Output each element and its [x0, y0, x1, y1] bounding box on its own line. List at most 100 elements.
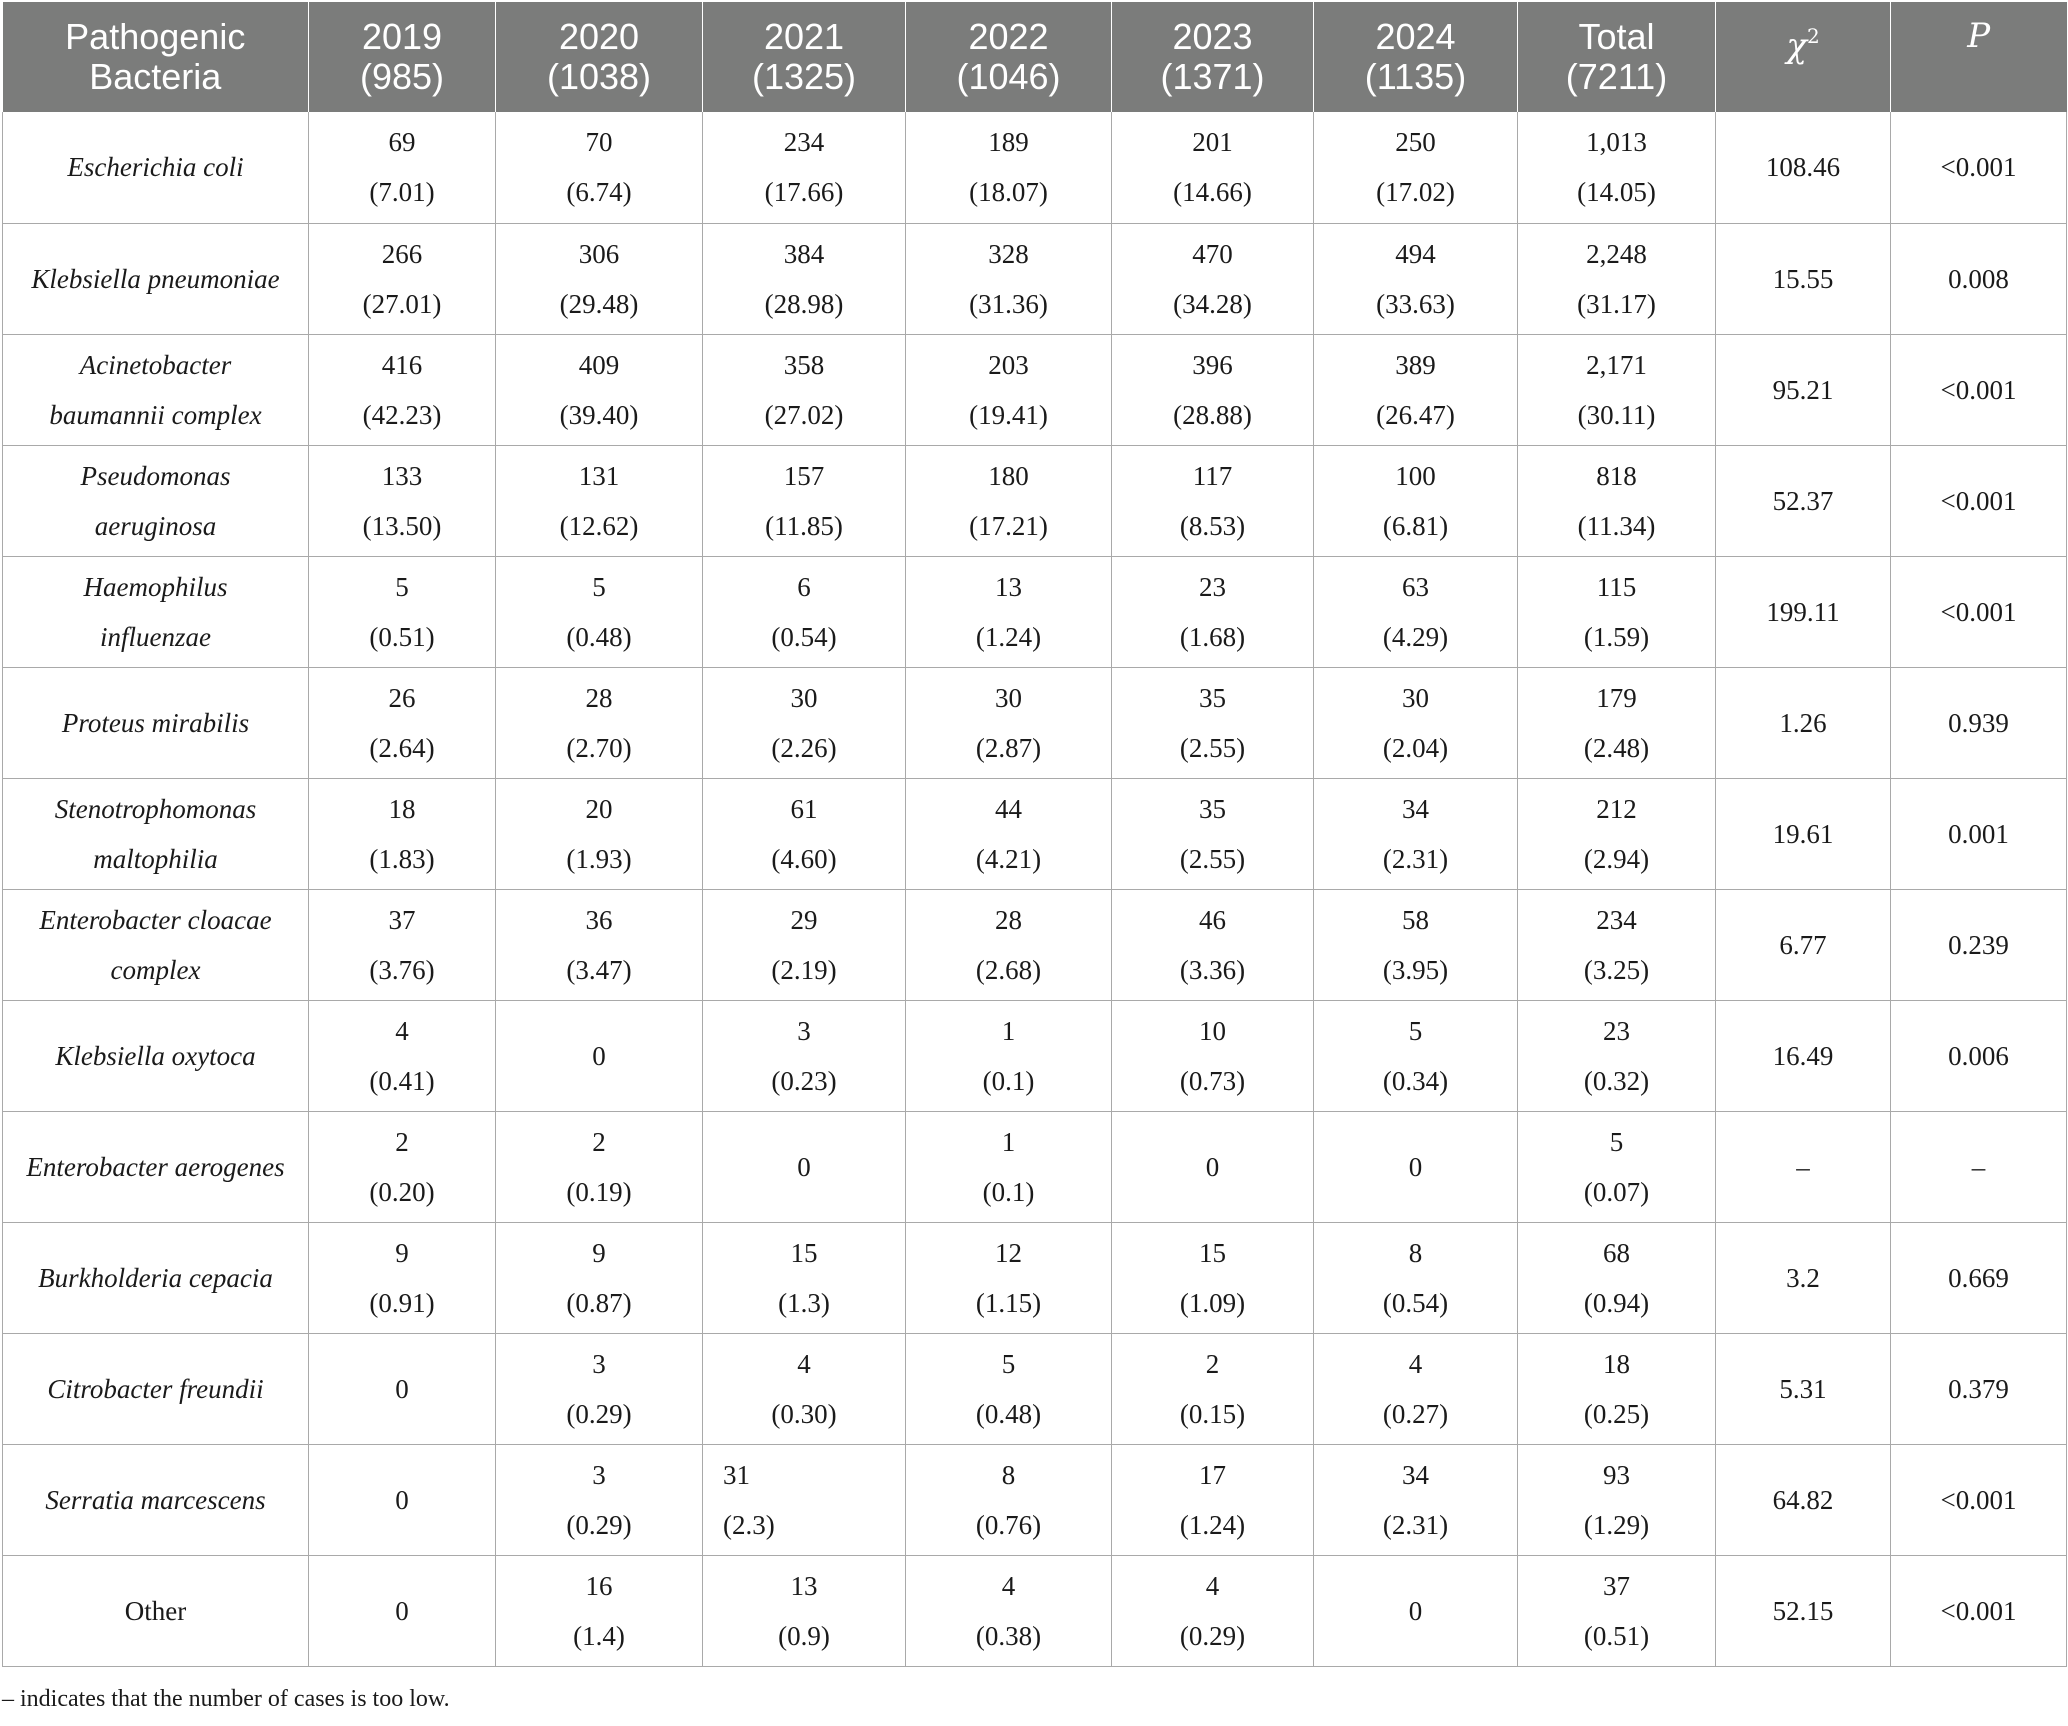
cell-count: 180	[988, 460, 1029, 491]
table-cell: 201 (14.66)	[1111, 112, 1314, 224]
table-row: Klebsiella oxytoca 4 (0.41) 0 3 (0.23) 1 (0.1) 1…	[2, 1000, 2067, 1112]
table-cell: 5 (0.51)	[308, 556, 496, 668]
column-header: P	[1890, 2, 2067, 112]
table-cell: 5 (0.34)	[1313, 1000, 1518, 1112]
table-cell: 494 (33.63)	[1313, 223, 1518, 335]
cell-percent: (27.02)	[764, 399, 844, 430]
cell-count: 5.31	[1779, 1373, 1827, 1404]
table-cell: 17 (1.24)	[1111, 1444, 1314, 1556]
table-cell: 4 (0.27)	[1313, 1333, 1518, 1445]
cell-count: 44	[995, 793, 1022, 824]
header-line: (985)	[359, 56, 445, 97]
bacteria-name-cell: Stenotrophomonas maltophilia	[2, 778, 309, 890]
cell-count: 234	[1596, 904, 1637, 935]
table-cell: <0.001	[1890, 1444, 2067, 1556]
cell-count: 17	[1199, 1459, 1226, 1490]
cell-percent: (2.68)	[975, 954, 1042, 985]
cell-count: 0	[797, 1151, 811, 1182]
cell-count: 4	[1408, 1348, 1423, 1379]
header-line: 2021	[763, 16, 845, 57]
cell-count: <0.001	[1940, 374, 2017, 405]
cell-percent: (3.76)	[369, 954, 435, 985]
bacteria-name-cell: Enterobacter aerogenes	[2, 1111, 309, 1223]
header-symbol: P	[1967, 16, 1991, 56]
cell-count: 68	[1603, 1237, 1630, 1268]
cell-count: 63	[1402, 571, 1429, 602]
bacteria-name: Klebsiella oxytoca	[55, 1040, 256, 1071]
header-line: 2023	[1172, 16, 1253, 57]
cell-percent: (4.29)	[1382, 621, 1449, 652]
column-header: Pathogenic Bacteria	[2, 2, 309, 112]
table-cell: 212 (2.94)	[1517, 778, 1716, 890]
table-cell: 15.55	[1715, 223, 1891, 335]
cell-percent: (29.48)	[559, 288, 639, 319]
cell-count: 0	[1408, 1151, 1423, 1182]
bacteria-name: Enterobacter cloacae	[39, 904, 272, 935]
cell-count: 179	[1596, 682, 1637, 713]
cell-count: 0.239	[1948, 929, 2009, 960]
table-cell: 0	[1313, 1111, 1518, 1223]
table-cell: 389 (26.47)	[1313, 334, 1518, 446]
cell-count: 2	[395, 1126, 409, 1157]
cell-count: 23	[1603, 1015, 1630, 1046]
cell-count: 494	[1395, 238, 1436, 269]
cell-count: 6	[797, 571, 811, 602]
cell-count: 0	[1205, 1151, 1220, 1182]
cell-count: 20	[585, 793, 613, 824]
cell-percent: (0.32)	[1583, 1065, 1650, 1096]
cell-count: <0.001	[1940, 596, 2017, 627]
table-cell: 3.2	[1715, 1222, 1891, 1334]
table-cell: 1 (0.1)	[905, 1111, 1112, 1223]
bacteria-name: Proteus mirabilis	[61, 707, 250, 738]
cell-count: 34	[1402, 793, 1429, 824]
cell-percent: (1.09)	[1179, 1287, 1246, 1318]
table-cell: 61 (4.60)	[702, 778, 906, 890]
table-cell: 3 (0.23)	[702, 1000, 906, 1112]
cell-percent: (1.59)	[1583, 621, 1650, 652]
cell-percent: (28.98)	[764, 288, 844, 319]
cell-count: 1.26	[1779, 707, 1827, 738]
cell-percent: (0.25)	[1583, 1398, 1650, 1429]
cell-percent: (18.07)	[969, 177, 1048, 208]
table-cell: 9 (0.91)	[308, 1222, 496, 1334]
cell-count: 52.37	[1772, 485, 1834, 516]
bacteria-name-cell: Pseudomonas aeruginosa	[2, 445, 309, 557]
cell-count: 37	[1603, 1570, 1630, 1601]
cell-percent: (0.29)	[566, 1509, 632, 1540]
table-cell: 18 (0.25)	[1517, 1333, 1716, 1445]
cell-percent: (0.27)	[1382, 1398, 1449, 1429]
table-cell: 0.239	[1890, 889, 2067, 1001]
cell-count: 818	[1596, 460, 1637, 491]
bacteria-name-cell: Burkholderia cepacia	[2, 1222, 309, 1334]
cell-percent: (0.19)	[566, 1176, 632, 1207]
table-row: Serratia marcescens 0 3 (0.29) 31 (2.3) 8 (0.76…	[2, 1444, 2067, 1556]
table-cell: 306 (29.48)	[495, 223, 703, 335]
cell-percent: (11.85)	[765, 510, 843, 541]
cell-percent: (3.25)	[1583, 954, 1650, 985]
cell-count: 6.77	[1779, 929, 1827, 960]
cell-count: 23	[1199, 571, 1226, 602]
cell-count: –	[1796, 1151, 1810, 1182]
cell-percent: (17.21)	[969, 510, 1048, 541]
cell-count: 0.939	[1948, 707, 2009, 738]
header-row: Pathogenic Bacteria 2019 (985) 2020 (1038) 202…	[2, 2, 2067, 112]
table-cell: 0	[308, 1555, 496, 1667]
cell-count: 9	[395, 1237, 409, 1268]
table-cell: 20 (1.93)	[495, 778, 703, 890]
bacteria-name: Enterobacter aerogenes	[26, 1151, 285, 1182]
cell-count: 26	[388, 682, 416, 713]
bacteria-name-cell: Klebsiella pneumoniae	[2, 223, 309, 335]
cell-count: 64.82	[1772, 1484, 1834, 1515]
table-cell: 44 (4.21)	[905, 778, 1112, 890]
table-cell: 5 (0.07)	[1517, 1111, 1716, 1223]
cell-count: 409	[578, 349, 620, 380]
table-cell: 5 (0.48)	[905, 1333, 1112, 1445]
cell-count: 0.379	[1948, 1373, 2009, 1404]
table-cell: 30 (2.26)	[702, 667, 906, 779]
table-cell: 0	[308, 1444, 496, 1556]
cell-percent: (17.66)	[764, 177, 844, 208]
cell-percent: (6.74)	[566, 177, 632, 208]
table-cell: 2,171 (30.11)	[1517, 334, 1716, 446]
cell-percent: (1.29)	[1583, 1509, 1650, 1540]
cell-percent: (2.48)	[1583, 732, 1650, 763]
